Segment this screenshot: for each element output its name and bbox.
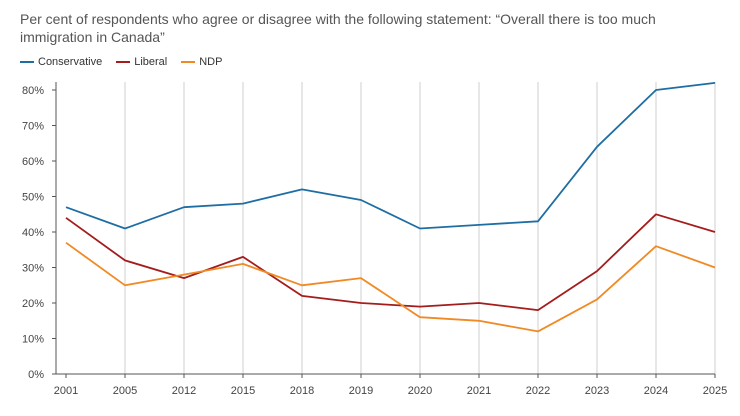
chart-legend: Conservative Liberal NDP: [20, 56, 222, 68]
x-tick-label-2015: 2015: [231, 385, 255, 397]
series-line-ndp: [65, 241, 716, 333]
x-tick-label-2025: 2025: [703, 385, 727, 397]
legend-item-liberal: Liberal: [116, 56, 167, 68]
legend-item-conservative: Conservative: [20, 56, 102, 68]
series-layer: [65, 82, 716, 333]
x-tick-label-2018: 2018: [290, 385, 314, 397]
x-tick-label-2012: 2012: [172, 385, 196, 397]
y-tick-label-20: 20%: [22, 298, 44, 310]
series-line-liberal: [65, 213, 716, 312]
grid-layer: [124, 82, 716, 374]
y-tick-label-40: 40%: [22, 227, 44, 239]
x-tick-label-2020: 2020: [408, 385, 432, 397]
legend-item-ndp: NDP: [181, 56, 222, 68]
y-tick-label-80: 80%: [22, 85, 44, 97]
chart-subtitle: Per cent of respondents who agree or dis…: [20, 11, 656, 45]
y-tick-label-70: 70%: [22, 121, 44, 133]
y-tick-label-50: 50%: [22, 192, 44, 204]
legend-swatch-ndp: [181, 61, 196, 63]
x-tick-label-2024: 2024: [644, 385, 668, 397]
x-tick-label-2001: 2001: [54, 385, 78, 397]
x-tick-label-2021: 2021: [467, 385, 491, 397]
legend-label-liberal: Liberal: [134, 56, 168, 68]
y-tick-label-30: 30%: [22, 263, 44, 275]
legend-swatch-conservative: [20, 61, 34, 63]
axis-layer: [52, 82, 716, 378]
y-tick-label-0: 0%: [28, 369, 44, 381]
x-tick-label-2023: 2023: [585, 385, 609, 397]
y-tick-label-10: 10%: [22, 334, 44, 346]
x-tick-label-2019: 2019: [349, 385, 373, 397]
x-tick-label-2022: 2022: [526, 385, 550, 397]
legend-label-ndp: NDP: [199, 56, 223, 68]
legend-swatch-liberal: [116, 61, 131, 63]
legend-label-conservative: Conservative: [38, 56, 103, 68]
series-line-conservative: [65, 82, 716, 230]
y-tick-label-60: 60%: [22, 156, 44, 168]
tick-label-layer: 0% 10% 20% 30% 40% 50% 60% 70% 80% 2001 2005 2012 20…: [22, 85, 727, 397]
x-tick-label-2005: 2005: [113, 385, 137, 397]
